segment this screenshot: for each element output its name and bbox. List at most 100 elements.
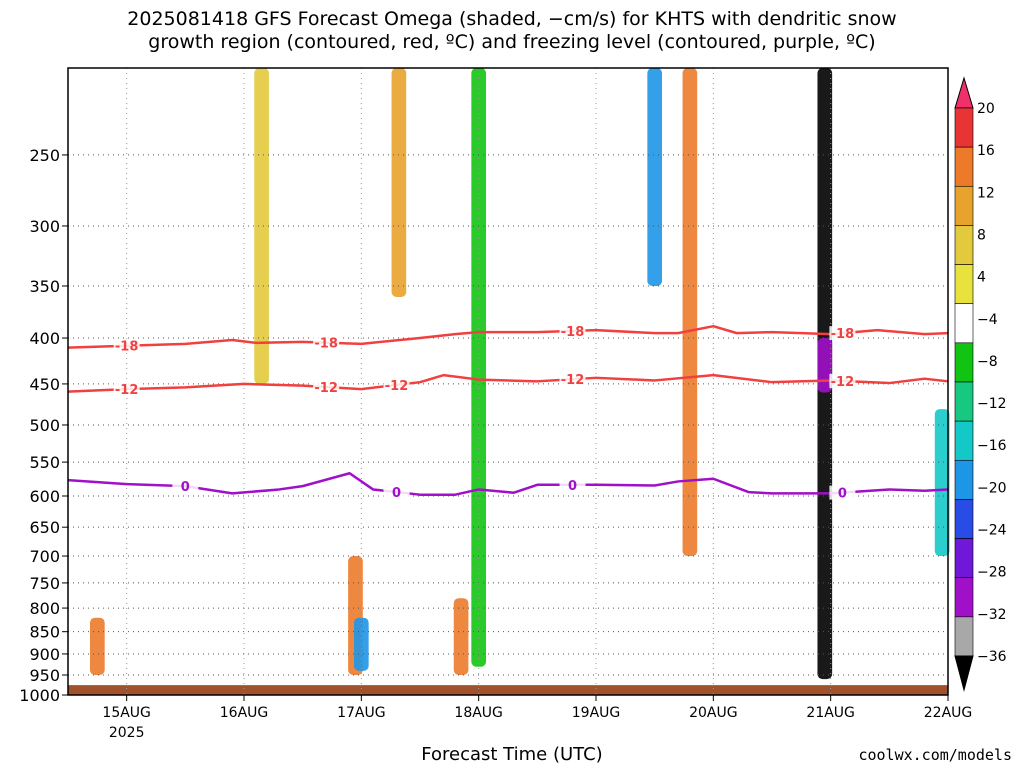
colorbar-label: −36 [977,649,1007,665]
colorbar-label: −24 [977,523,1007,539]
contour-label-bg [313,380,340,395]
y-tick-label: 550 [29,453,60,472]
omega-streak [453,598,469,676]
colorbar-label: −4 [977,312,998,328]
omega-streak [647,68,662,287]
contour-label: -18 [314,337,338,352]
colorbar-label: 16 [977,143,995,159]
omega-streak [354,617,369,671]
omega-streak [90,617,105,676]
colorbar-segment [954,577,974,618]
chart-title-line1: 2025081418 GFS Forecast Omega (shaded, −… [127,8,897,30]
contour-label: -12 [831,375,855,390]
contour-label-bg [829,326,856,341]
colorbar-segment [954,264,974,305]
contour-label-bg [383,485,410,500]
contour-label: -12 [314,381,338,396]
contour-label: 0 [181,480,190,495]
contour-label-bg [172,479,199,494]
y-tick-label: 500 [29,416,60,435]
y-tick-label: 750 [29,574,60,593]
contour-label-bg [559,323,586,338]
y-tick-label: 250 [29,146,60,165]
omega-streak [934,409,950,557]
contour-label: -18 [115,340,139,355]
colorbar-segment [954,538,974,579]
y-tick-label: 400 [29,329,60,348]
colorbar-label: −20 [977,480,1007,496]
contour-label-bg [113,338,140,353]
contour-label-bg [313,335,340,350]
contour-label-bg [113,382,140,397]
x-tick-label: 15AUG [102,705,151,721]
colorbar-segment [954,342,974,383]
colorbar-segment [954,499,974,539]
omega-streak [391,68,407,297]
contour-label-bg [559,477,586,492]
x-year-label: 2025 [109,725,145,741]
contour-line [67,472,949,496]
grid-lines [68,68,949,696]
omega-streak [682,68,698,557]
plot-frame [67,67,949,696]
colorbar-label: −32 [977,607,1007,623]
colorbar-segment [954,616,974,657]
axes: 250 300 350 400 450 500 550 600 650 700 750 800 850 9… [19,67,973,741]
y-tick-label: 700 [29,547,60,566]
contour-label: 0 [838,487,847,502]
contour-label: -18 [561,325,585,340]
colorbar-label: 20 [977,101,995,117]
ground-layer [68,685,948,695]
y-tick-label: 800 [29,599,60,618]
contour-label: -12 [115,383,139,398]
colorbar-label: 8 [977,227,986,243]
x-tick-label: 19AUG [572,705,621,721]
ground-band [68,685,948,695]
x-tick-label: 20AUG [689,705,738,721]
y-tick-label: 300 [29,217,60,236]
y-tick-label: 850 [29,623,60,642]
contour-label-bg [383,377,410,392]
contour-label: 0 [568,479,577,494]
colorbar-segment [954,381,974,422]
x-tick-label: 18AUG [454,705,503,721]
y-tick-label: 350 [29,277,60,296]
x-tick-label: 16AUG [220,705,269,721]
contour-label: -18 [831,327,855,342]
contour-label: 0 [392,486,401,501]
colorbar-segment [954,303,974,344]
contours: -18 -18 -18 -18 -12 -12 -12 -12 -12 0 0 0 0 [67,323,949,502]
y-tick-label: 600 [29,487,60,506]
y-tick-label: 950 [29,666,60,685]
y-tick-label: 1000 [19,686,60,705]
credit-link[interactable]: coolwx.com/models [858,746,1012,764]
colorbar-segment [954,225,974,265]
contour-label: -12 [385,379,409,394]
colorbar-label: 4 [977,270,986,286]
colorbar-top-arrow [954,76,974,109]
colorbar-label: −12 [977,396,1007,412]
colorbar-label: 12 [977,185,995,201]
y-tick-label: 650 [29,518,60,537]
omega-streak [817,338,833,393]
y-tick-label: 450 [29,375,60,394]
chart-title-line2: growth region (contoured, red, ºC) and f… [148,31,876,53]
contour-label-bg [559,372,586,387]
colorbar-label: −8 [977,354,998,370]
colorbar: 20 16 12 8 4 −4 −8 −12 −16 −20 −24 −28 −32 −36 [954,76,1007,692]
colorbar-label: −28 [977,565,1007,581]
omega-streak [254,68,269,384]
colorbar-segment [954,185,974,226]
colorbar-segment [954,146,974,187]
colorbar-segment [954,420,974,461]
x-axis-label: Forecast Time (UTC) [421,744,603,765]
colorbar-segment [954,459,974,500]
colorbar-bottom-arrow [954,655,974,692]
x-tick-label: 22AUG [924,705,973,721]
x-tick-label: 17AUG [337,705,386,721]
colorbar-segment [954,107,974,148]
x-tick-label: 21AUG [806,705,855,721]
colorbar-label: −16 [977,438,1007,454]
contour-label-bg [829,485,856,500]
